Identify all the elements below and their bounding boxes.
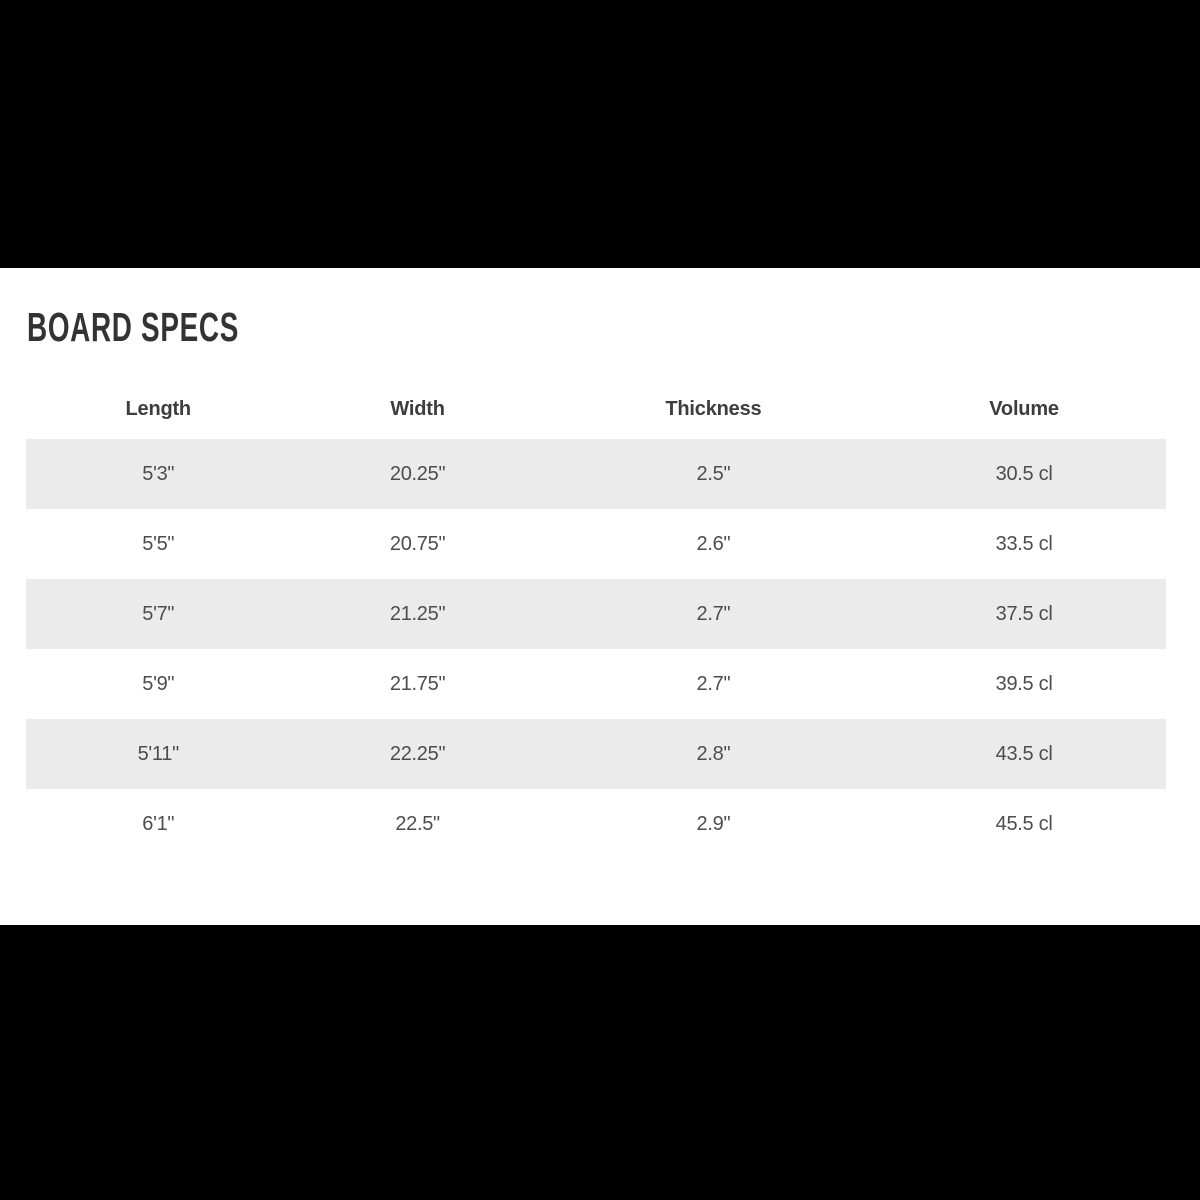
table-cell-volume: 30.5 cl bbox=[995, 462, 1053, 485]
board-specs-table: Length Width Thickness Volume 5'3" 20.25… bbox=[26, 379, 1166, 860]
table-cell-thickness: 2.9" bbox=[696, 812, 731, 835]
table-cell-width: 21.25" bbox=[389, 602, 446, 625]
table-cell-volume: 37.5 cl bbox=[995, 602, 1053, 625]
table-row: 5'11" 22.25" 2.8" 43.5 cl bbox=[26, 719, 1166, 790]
table-header-row: Length Width Thickness Volume bbox=[26, 379, 1166, 439]
table-cell-thickness: 2.8" bbox=[696, 742, 731, 765]
board-specs-section: BOARD SPECS Length Width Thickness Volum… bbox=[0, 268, 1200, 925]
table-cell-length: 5'3" bbox=[142, 462, 175, 485]
table-cell-length: 5'5" bbox=[142, 532, 175, 555]
top-black-band bbox=[0, 0, 1200, 268]
table-cell-volume: 33.5 cl bbox=[995, 532, 1053, 555]
table-cell-width: 20.75" bbox=[389, 532, 446, 555]
table-row: 5'7" 21.25" 2.7" 37.5 cl bbox=[26, 579, 1166, 650]
table-cell-volume: 39.5 cl bbox=[995, 672, 1053, 695]
bottom-black-band bbox=[0, 925, 1200, 1200]
table-cell-length: 5'7" bbox=[142, 602, 175, 625]
table-cell-width: 22.25" bbox=[389, 742, 446, 765]
table-cell-volume: 45.5 cl bbox=[995, 812, 1053, 835]
table-row: 5'5" 20.75" 2.6" 33.5 cl bbox=[26, 509, 1166, 580]
table-cell-thickness: 2.7" bbox=[696, 602, 731, 625]
column-header-length: Length bbox=[125, 397, 192, 420]
table-cell-length: 6'1" bbox=[142, 812, 175, 835]
table-cell-length: 5'11" bbox=[137, 742, 180, 765]
table-cell-volume: 43.5 cl bbox=[995, 742, 1053, 765]
column-header-thickness: Thickness bbox=[665, 397, 762, 420]
table-cell-thickness: 2.5" bbox=[696, 462, 731, 485]
table-cell-thickness: 2.7" bbox=[696, 672, 731, 695]
table-cell-length: 5'9" bbox=[142, 672, 175, 695]
table-cell-thickness: 2.6" bbox=[696, 532, 731, 555]
table-cell-width: 20.25" bbox=[389, 462, 446, 485]
table-row: 5'3" 20.25" 2.5" 30.5 cl bbox=[26, 439, 1166, 510]
column-header-width: Width bbox=[390, 397, 445, 420]
table-cell-width: 22.5" bbox=[395, 812, 440, 835]
table-cell-width: 21.75" bbox=[389, 672, 446, 695]
table-row: 5'9" 21.75" 2.7" 39.5 cl bbox=[26, 649, 1166, 720]
section-title: BOARD SPECS bbox=[27, 304, 239, 350]
column-header-volume: Volume bbox=[989, 397, 1059, 420]
table-row: 6'1" 22.5" 2.9" 45.5 cl bbox=[26, 789, 1166, 860]
